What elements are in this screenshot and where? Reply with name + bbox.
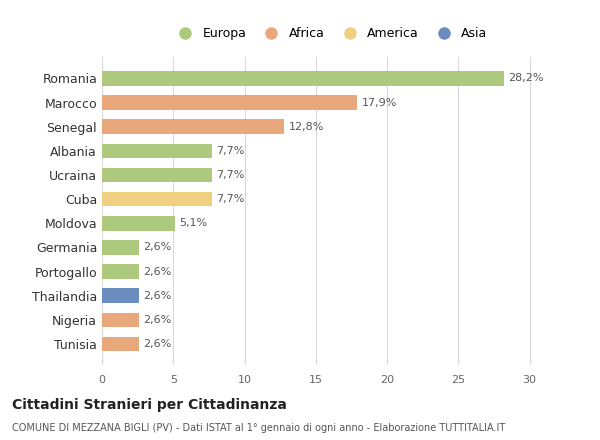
Text: 2,6%: 2,6% (143, 339, 172, 349)
Text: 17,9%: 17,9% (361, 98, 397, 107)
Bar (102, 71, 504, 86)
Legend: Europa, Africa, America, Asia: Europa, Africa, America, Asia (169, 23, 491, 44)
Text: 5,1%: 5,1% (179, 218, 207, 228)
Text: 7,7%: 7,7% (216, 170, 244, 180)
Text: 7,7%: 7,7% (216, 146, 244, 156)
Bar (102, 289, 139, 303)
Text: 2,6%: 2,6% (143, 267, 172, 277)
Text: 2,6%: 2,6% (143, 242, 172, 253)
Text: 7,7%: 7,7% (216, 194, 244, 204)
Text: COMUNE DI MEZZANA BIGLI (PV) - Dati ISTAT al 1° gennaio di ogni anno - Elaborazi: COMUNE DI MEZZANA BIGLI (PV) - Dati ISTA… (12, 423, 505, 433)
Bar (102, 337, 139, 351)
Bar (102, 240, 139, 255)
Text: Cittadini Stranieri per Cittadinanza: Cittadini Stranieri per Cittadinanza (12, 398, 287, 412)
Bar (102, 95, 357, 110)
Bar (102, 168, 212, 182)
Text: 12,8%: 12,8% (289, 122, 324, 132)
Bar (102, 264, 139, 279)
Bar (102, 312, 139, 327)
Bar (102, 216, 175, 231)
Bar (102, 143, 212, 158)
Bar (102, 192, 212, 206)
Text: 2,6%: 2,6% (143, 291, 172, 301)
Text: 28,2%: 28,2% (508, 73, 544, 84)
Bar (102, 120, 284, 134)
Text: 2,6%: 2,6% (143, 315, 172, 325)
